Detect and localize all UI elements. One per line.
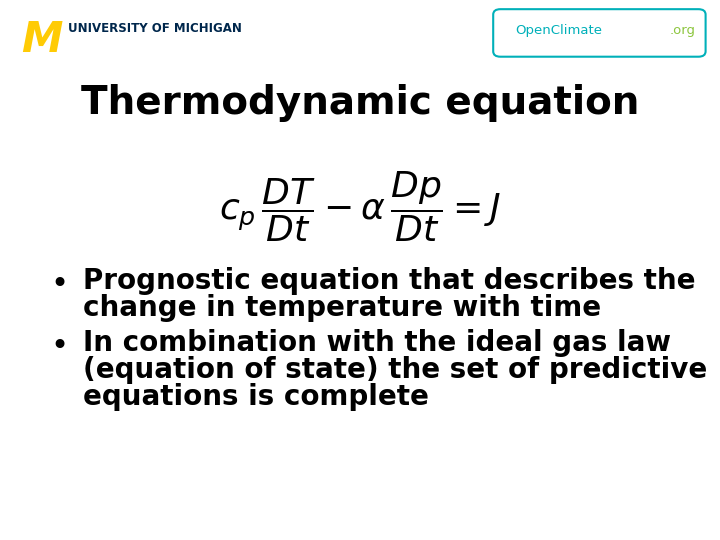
Text: UNIVERSITY OF MICHIGAN: UNIVERSITY OF MICHIGAN	[68, 22, 242, 35]
Text: •: •	[50, 270, 68, 299]
Text: •: •	[50, 332, 68, 361]
Text: equations is complete: equations is complete	[83, 383, 428, 411]
Text: Thermodynamic equation: Thermodynamic equation	[81, 84, 639, 122]
Text: In combination with the ideal gas law: In combination with the ideal gas law	[83, 329, 671, 357]
Text: M: M	[22, 19, 63, 61]
Text: $c_p \, \dfrac{DT}{Dt} - \alpha \, \dfrac{Dp}{Dt} = J$: $c_p \, \dfrac{DT}{Dt} - \alpha \, \dfra…	[219, 170, 501, 245]
Text: OpenClimate: OpenClimate	[515, 24, 602, 37]
Text: change in temperature with time: change in temperature with time	[83, 294, 601, 322]
Text: (equation of state) the set of predictive: (equation of state) the set of predictiv…	[83, 356, 707, 384]
Text: .org: .org	[670, 24, 696, 37]
Text: Prognostic equation that describes the: Prognostic equation that describes the	[83, 267, 696, 295]
